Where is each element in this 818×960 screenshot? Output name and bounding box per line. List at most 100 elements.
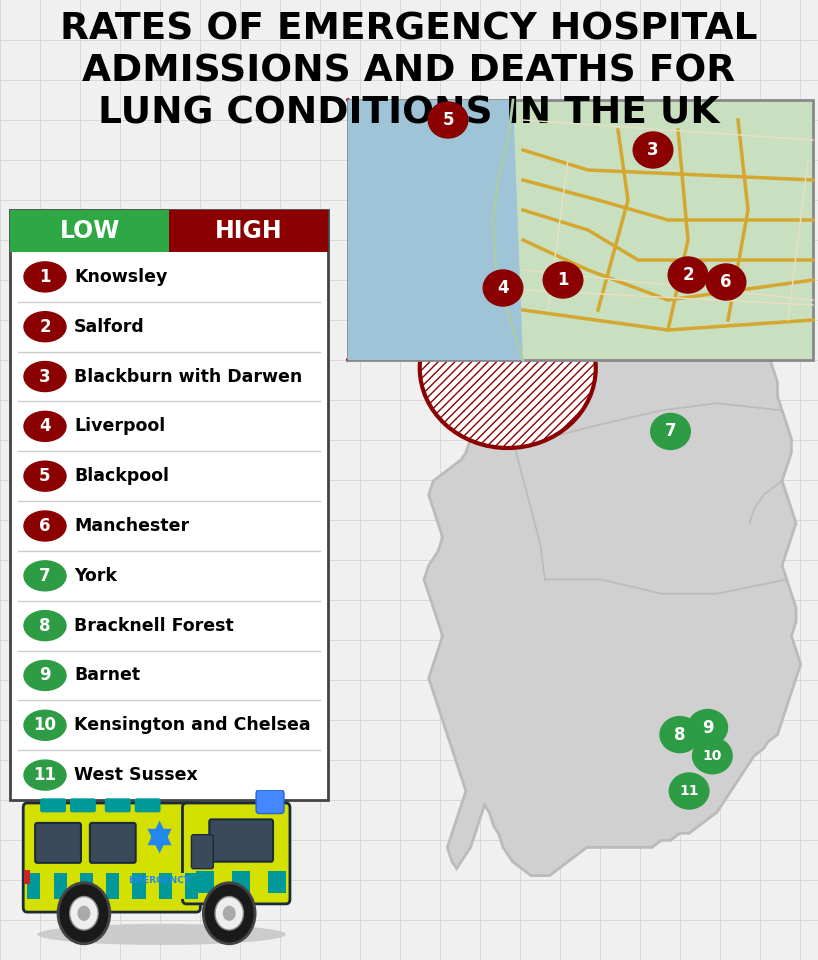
Text: Salford: Salford <box>74 318 145 336</box>
Ellipse shape <box>24 511 66 541</box>
Text: 2: 2 <box>39 318 51 336</box>
Ellipse shape <box>428 102 468 138</box>
Ellipse shape <box>543 262 582 298</box>
Ellipse shape <box>24 660 66 690</box>
Text: York: York <box>74 566 117 585</box>
Text: 7: 7 <box>39 566 51 585</box>
Text: 7: 7 <box>665 422 676 441</box>
FancyBboxPatch shape <box>10 210 328 800</box>
Bar <box>159 874 172 900</box>
Bar <box>214 871 232 894</box>
Text: 11: 11 <box>34 766 56 784</box>
Ellipse shape <box>24 561 66 590</box>
Bar <box>172 874 185 900</box>
Bar <box>196 871 214 894</box>
Bar <box>198 874 211 900</box>
Text: Bracknell Forest: Bracknell Forest <box>74 616 234 635</box>
Ellipse shape <box>668 257 708 293</box>
Ellipse shape <box>24 461 66 492</box>
Text: 6: 6 <box>39 517 51 535</box>
Text: 3: 3 <box>647 141 658 159</box>
Text: 1: 1 <box>557 271 569 289</box>
Ellipse shape <box>24 760 66 790</box>
Circle shape <box>58 883 110 944</box>
Text: RATES OF EMERGENCY HOSPITAL: RATES OF EMERGENCY HOSPITAL <box>61 12 757 48</box>
Bar <box>27 874 40 900</box>
Text: 2: 2 <box>682 266 694 284</box>
Text: 9: 9 <box>702 718 713 736</box>
Polygon shape <box>424 227 801 876</box>
Ellipse shape <box>706 264 746 300</box>
Text: 9: 9 <box>39 666 51 684</box>
Ellipse shape <box>24 262 66 292</box>
FancyBboxPatch shape <box>256 790 284 813</box>
Circle shape <box>204 883 255 944</box>
Ellipse shape <box>660 716 699 753</box>
Text: 4: 4 <box>39 418 51 436</box>
Text: LOW: LOW <box>60 219 119 243</box>
Text: 1: 1 <box>39 268 51 286</box>
Text: Manchester: Manchester <box>74 517 189 535</box>
FancyBboxPatch shape <box>135 799 160 812</box>
Text: West Sussex: West Sussex <box>74 766 198 784</box>
Circle shape <box>215 897 244 930</box>
Bar <box>40 874 53 900</box>
Text: ADMISSIONS AND DEATHS FOR: ADMISSIONS AND DEATHS FOR <box>83 54 735 90</box>
Text: 10: 10 <box>34 716 56 734</box>
Text: Blackburn with Darwen: Blackburn with Darwen <box>74 368 302 386</box>
Bar <box>80 874 93 900</box>
Ellipse shape <box>24 362 66 392</box>
Text: 11: 11 <box>680 784 699 798</box>
Text: 5: 5 <box>443 111 454 129</box>
Polygon shape <box>147 821 172 845</box>
Bar <box>119 874 133 900</box>
Bar <box>93 874 106 900</box>
FancyBboxPatch shape <box>169 210 328 252</box>
Text: Blackpool: Blackpool <box>74 468 169 485</box>
Text: EMERGENCY: EMERGENCY <box>128 876 191 885</box>
Circle shape <box>70 897 98 930</box>
Bar <box>106 874 119 900</box>
Ellipse shape <box>693 737 732 774</box>
Ellipse shape <box>24 312 66 342</box>
FancyBboxPatch shape <box>23 803 200 912</box>
FancyBboxPatch shape <box>70 799 96 812</box>
Ellipse shape <box>633 132 672 168</box>
Text: 8: 8 <box>674 726 685 744</box>
Text: 4: 4 <box>497 279 509 297</box>
Bar <box>232 871 250 894</box>
FancyBboxPatch shape <box>209 820 273 862</box>
Ellipse shape <box>420 288 596 448</box>
Text: 6: 6 <box>721 273 732 291</box>
Text: 5: 5 <box>39 468 51 485</box>
Bar <box>66 874 80 900</box>
Ellipse shape <box>669 773 709 809</box>
FancyBboxPatch shape <box>40 799 66 812</box>
Ellipse shape <box>650 414 690 449</box>
Ellipse shape <box>24 412 66 442</box>
Circle shape <box>153 829 166 845</box>
FancyBboxPatch shape <box>35 823 81 863</box>
Bar <box>146 874 159 900</box>
Bar <box>25 870 30 884</box>
Bar <box>151 834 168 840</box>
Bar <box>185 874 198 900</box>
FancyBboxPatch shape <box>105 799 131 812</box>
FancyBboxPatch shape <box>191 834 213 869</box>
Text: HIGH: HIGH <box>214 219 282 243</box>
Bar <box>250 871 268 894</box>
Text: Liverpool: Liverpool <box>74 418 165 436</box>
Ellipse shape <box>483 270 523 306</box>
Bar <box>53 874 66 900</box>
Circle shape <box>222 905 236 921</box>
Ellipse shape <box>24 611 66 640</box>
Text: Knowsley: Knowsley <box>74 268 168 286</box>
Text: 8: 8 <box>39 616 51 635</box>
Bar <box>268 871 286 894</box>
Ellipse shape <box>24 710 66 740</box>
Text: 10: 10 <box>703 749 722 763</box>
Circle shape <box>78 905 91 921</box>
FancyBboxPatch shape <box>348 100 813 360</box>
FancyBboxPatch shape <box>182 803 290 904</box>
Ellipse shape <box>37 924 286 945</box>
